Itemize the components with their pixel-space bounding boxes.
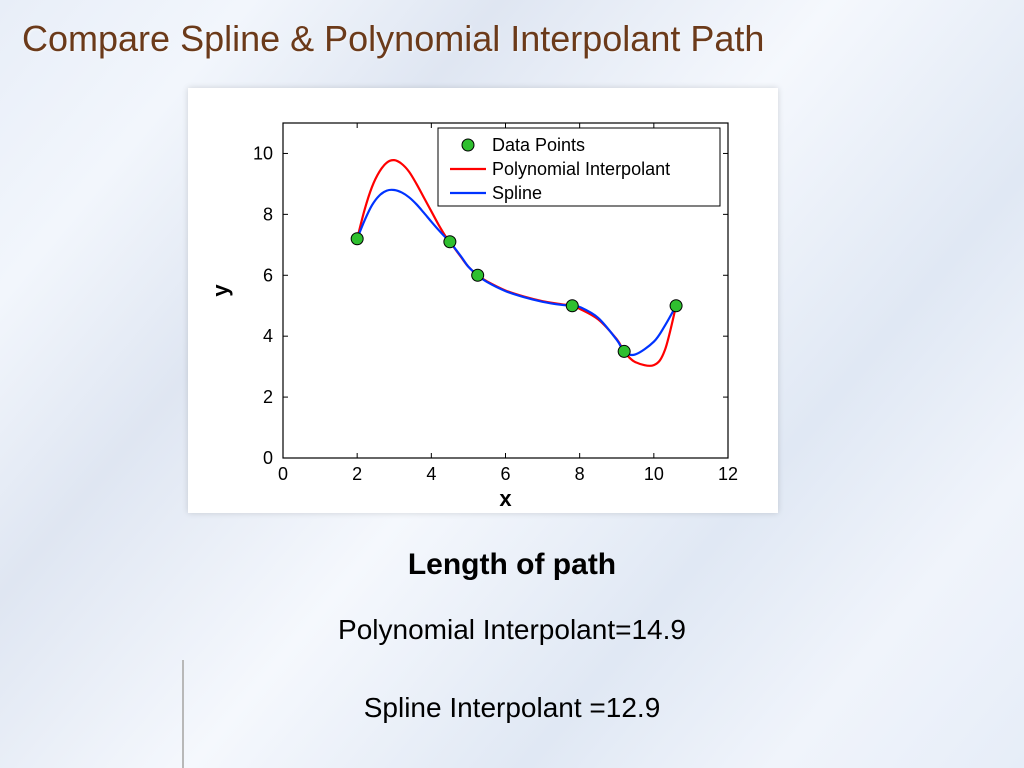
data-point-marker	[618, 345, 630, 357]
interpolation-chart: 0 2 4 6 8 10 12 0 2 4 6 8 10 x y Data Points Polynomial …	[188, 88, 778, 513]
length-of-path-heading: Length of path	[0, 548, 1024, 582]
x-tick-label: 10	[644, 464, 664, 484]
slide-title: Compare Spline & Polynomial Interpolant …	[22, 18, 764, 60]
chart-panel: 0 2 4 6 8 10 12 0 2 4 6 8 10 x y Data Points Polynomial …	[188, 88, 778, 513]
legend-label: Spline	[492, 183, 542, 203]
x-tick-label: 12	[718, 464, 738, 484]
legend-label: Polynomial Interpolant	[492, 159, 670, 179]
x-tick-label: 6	[500, 464, 510, 484]
y-tick-label: 6	[263, 265, 273, 285]
x-tick-label: 2	[352, 464, 362, 484]
y-tick-label: 8	[263, 204, 273, 224]
data-point-marker	[566, 300, 578, 312]
y-axis-label: y	[208, 284, 233, 297]
data-point-marker	[472, 269, 484, 281]
x-axis-label: x	[499, 486, 512, 511]
legend-label: Data Points	[492, 135, 585, 155]
y-tick-label: 2	[263, 387, 273, 407]
data-point-marker	[351, 233, 363, 245]
legend-marker-icon	[462, 139, 474, 151]
y-tick-label: 10	[253, 143, 273, 163]
y-tick-label: 0	[263, 448, 273, 468]
data-point-marker	[444, 236, 456, 248]
x-tick-label: 0	[278, 464, 288, 484]
x-tick-label: 8	[575, 464, 585, 484]
polynomial-length-text: Polynomial Interpolant=14.9	[0, 614, 1024, 646]
data-point-marker	[670, 300, 682, 312]
spline-length-text: Spline Interpolant =12.9	[0, 692, 1024, 724]
x-tick-label: 4	[426, 464, 436, 484]
spline-curve	[357, 190, 676, 355]
y-tick-label: 4	[263, 326, 273, 346]
